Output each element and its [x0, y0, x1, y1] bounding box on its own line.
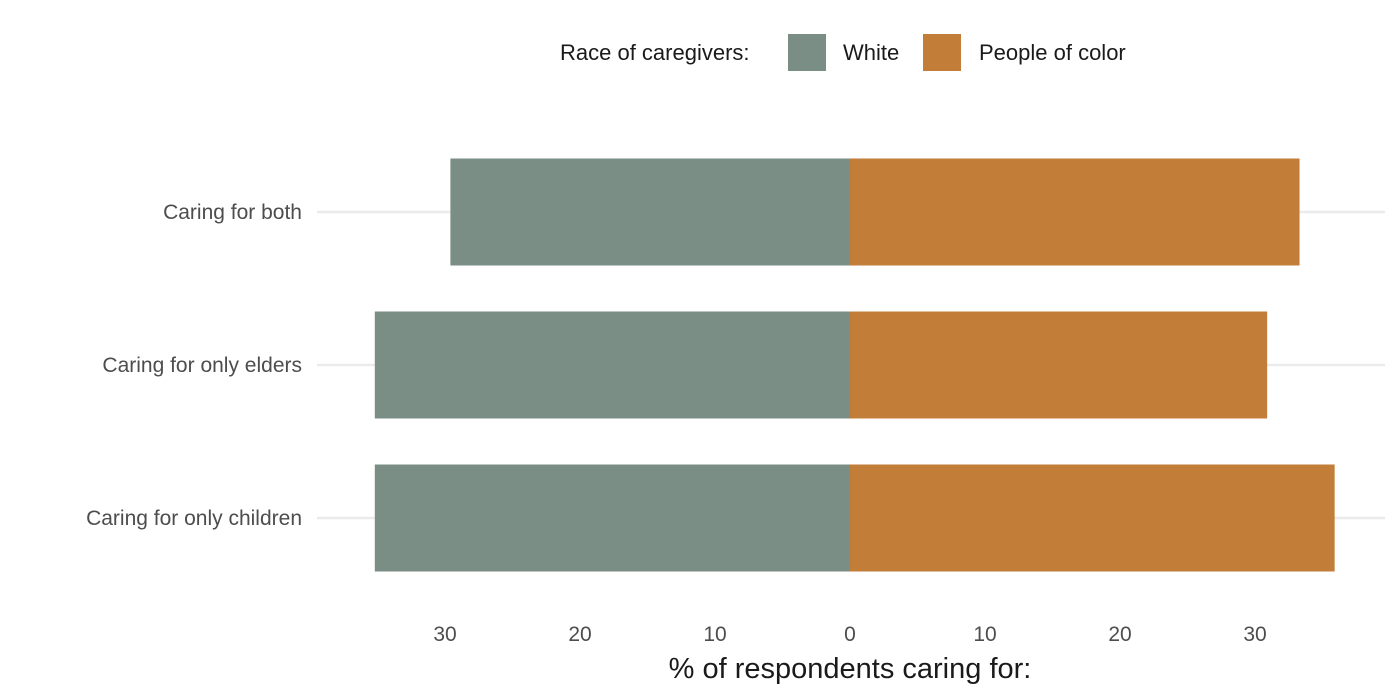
- legend-swatch-people-of-color: [923, 34, 961, 71]
- bar-white: [450, 158, 850, 266]
- x-tick-label: 10: [703, 623, 726, 646]
- category-label: Caring for only elders: [102, 354, 302, 377]
- x-tick-label: 30: [1243, 623, 1266, 646]
- bar-white: [374, 311, 850, 419]
- category-label: Caring for only children: [86, 507, 302, 530]
- x-axis-label: % of respondents caring for:: [669, 653, 1032, 685]
- legend: Race of caregivers: White People of colo…: [560, 34, 1126, 71]
- legend-title: Race of caregivers:: [560, 40, 750, 65]
- x-tick-label: 20: [568, 623, 591, 646]
- legend-swatch-white: [788, 34, 826, 71]
- category-label: Caring for both: [163, 201, 302, 224]
- x-tick-label: 10: [973, 623, 996, 646]
- x-tick-label: 30: [433, 623, 456, 646]
- bar-people-of-color: [850, 158, 1300, 266]
- bar-white: [374, 464, 850, 572]
- x-tick-label: 0: [844, 623, 856, 646]
- bar-people-of-color: [850, 311, 1268, 419]
- legend-label-people-of-color: People of color: [979, 40, 1126, 65]
- legend-label-white: White: [843, 40, 899, 65]
- x-tick-label: 20: [1108, 623, 1131, 646]
- bar-people-of-color: [850, 464, 1335, 572]
